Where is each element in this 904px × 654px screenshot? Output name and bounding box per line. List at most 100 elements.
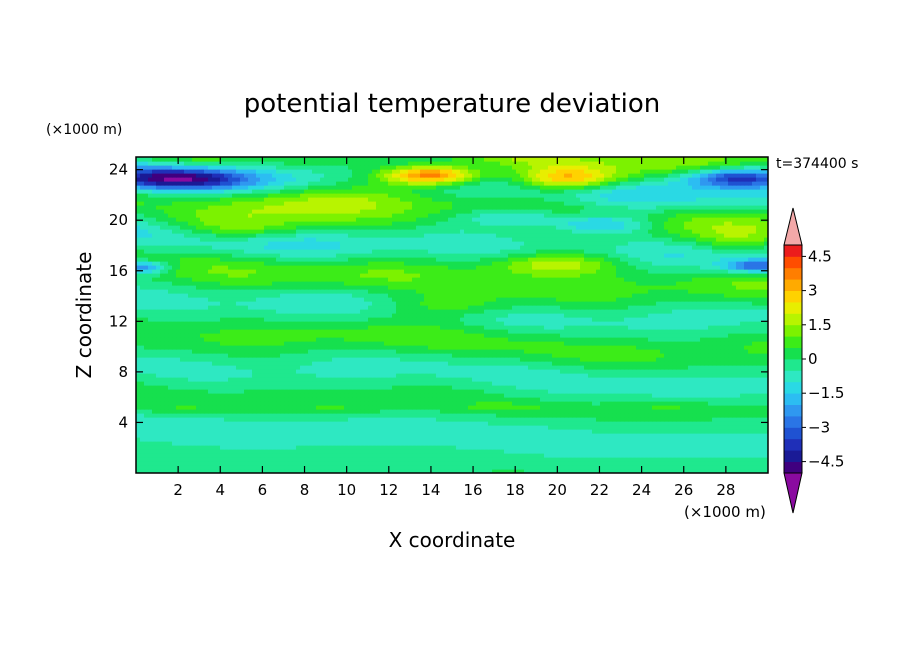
field-cell — [144, 381, 149, 386]
field-cell — [676, 377, 681, 382]
field-cell — [512, 437, 517, 442]
field-cell — [220, 377, 225, 382]
field-cell — [344, 349, 349, 354]
field-cell — [700, 417, 705, 422]
field-cell — [592, 465, 597, 470]
field-cell — [336, 413, 341, 418]
field-cell — [504, 465, 509, 470]
field-cell — [652, 413, 657, 418]
field-cell — [688, 389, 693, 394]
field-cell — [244, 469, 249, 473]
field-cell — [372, 413, 377, 418]
field-cell — [752, 453, 757, 458]
field-cell — [552, 433, 557, 438]
field-cell — [452, 357, 457, 362]
field-cell — [636, 425, 641, 430]
field-cell — [360, 413, 365, 418]
field-cell — [296, 365, 301, 370]
field-cell — [444, 425, 449, 430]
field-cell — [648, 461, 653, 466]
field-cell — [376, 373, 381, 378]
field-cell — [264, 377, 269, 382]
field-cell — [376, 461, 381, 466]
field-cell — [748, 429, 753, 434]
field-cell — [348, 445, 353, 450]
field-cell — [412, 405, 417, 410]
field-cell — [732, 401, 737, 406]
field-cell — [544, 461, 549, 466]
field-cell — [712, 469, 717, 473]
field-cell — [360, 425, 365, 430]
field-cell — [444, 377, 449, 382]
field-cell — [380, 377, 385, 382]
field-cell — [704, 349, 709, 354]
field-cell — [140, 453, 145, 458]
field-cell — [656, 353, 661, 358]
field-cell — [492, 357, 497, 362]
field-cell — [240, 397, 245, 402]
field-cell — [452, 437, 457, 442]
field-cell — [692, 441, 697, 446]
field-cell — [548, 417, 553, 422]
field-cell — [500, 449, 505, 454]
field-cell — [348, 369, 353, 374]
field-cell — [192, 417, 197, 422]
field-cell — [264, 433, 269, 438]
field-cell — [188, 365, 193, 370]
field-cell — [316, 429, 321, 434]
field-cell — [652, 397, 657, 402]
field-cell — [632, 389, 637, 394]
field-cell — [352, 413, 357, 418]
field-cell — [708, 413, 713, 418]
field-cell — [184, 369, 189, 374]
field-cell — [148, 433, 153, 438]
field-cell — [528, 433, 533, 438]
field-cell — [512, 369, 517, 374]
field-cell — [324, 469, 329, 473]
field-cell — [408, 441, 413, 446]
field-cell — [676, 401, 681, 406]
field-cell — [668, 385, 673, 390]
field-cell — [136, 437, 141, 442]
field-cell — [508, 409, 513, 414]
field-cell — [468, 397, 473, 402]
field-cell — [176, 401, 181, 406]
field-cell — [536, 357, 541, 362]
field-cell — [408, 381, 413, 386]
field-cell — [168, 429, 173, 434]
field-cell — [200, 441, 205, 446]
field-cell — [492, 401, 497, 406]
field-cell — [620, 429, 625, 434]
field-cell — [644, 449, 649, 454]
field-cell — [584, 369, 589, 374]
field-cell — [728, 425, 733, 430]
field-cell — [536, 449, 541, 454]
field-cell — [680, 437, 685, 442]
field-cell — [148, 361, 153, 366]
field-cell — [276, 381, 281, 386]
field-cell — [748, 469, 753, 473]
field-cell — [644, 441, 649, 446]
field-cell — [224, 389, 229, 394]
field-cell — [408, 353, 413, 358]
field-cell — [376, 345, 381, 350]
field-cell — [748, 433, 753, 438]
field-cell — [756, 449, 761, 454]
field-cell — [140, 433, 145, 438]
field-cell — [420, 457, 425, 462]
field-cell — [752, 421, 757, 426]
field-cell — [288, 349, 293, 354]
field-cell — [412, 417, 417, 422]
field-cell — [680, 373, 685, 378]
field-cell — [344, 433, 349, 438]
field-cell — [588, 449, 593, 454]
field-cell — [476, 465, 481, 470]
field-cell — [688, 357, 693, 362]
field-cell — [568, 397, 573, 402]
field-cell — [700, 381, 705, 386]
field-cell — [628, 413, 633, 418]
field-cell — [284, 401, 289, 406]
field-cell — [392, 405, 397, 410]
field-cell — [488, 417, 493, 422]
field-cell — [284, 381, 289, 386]
